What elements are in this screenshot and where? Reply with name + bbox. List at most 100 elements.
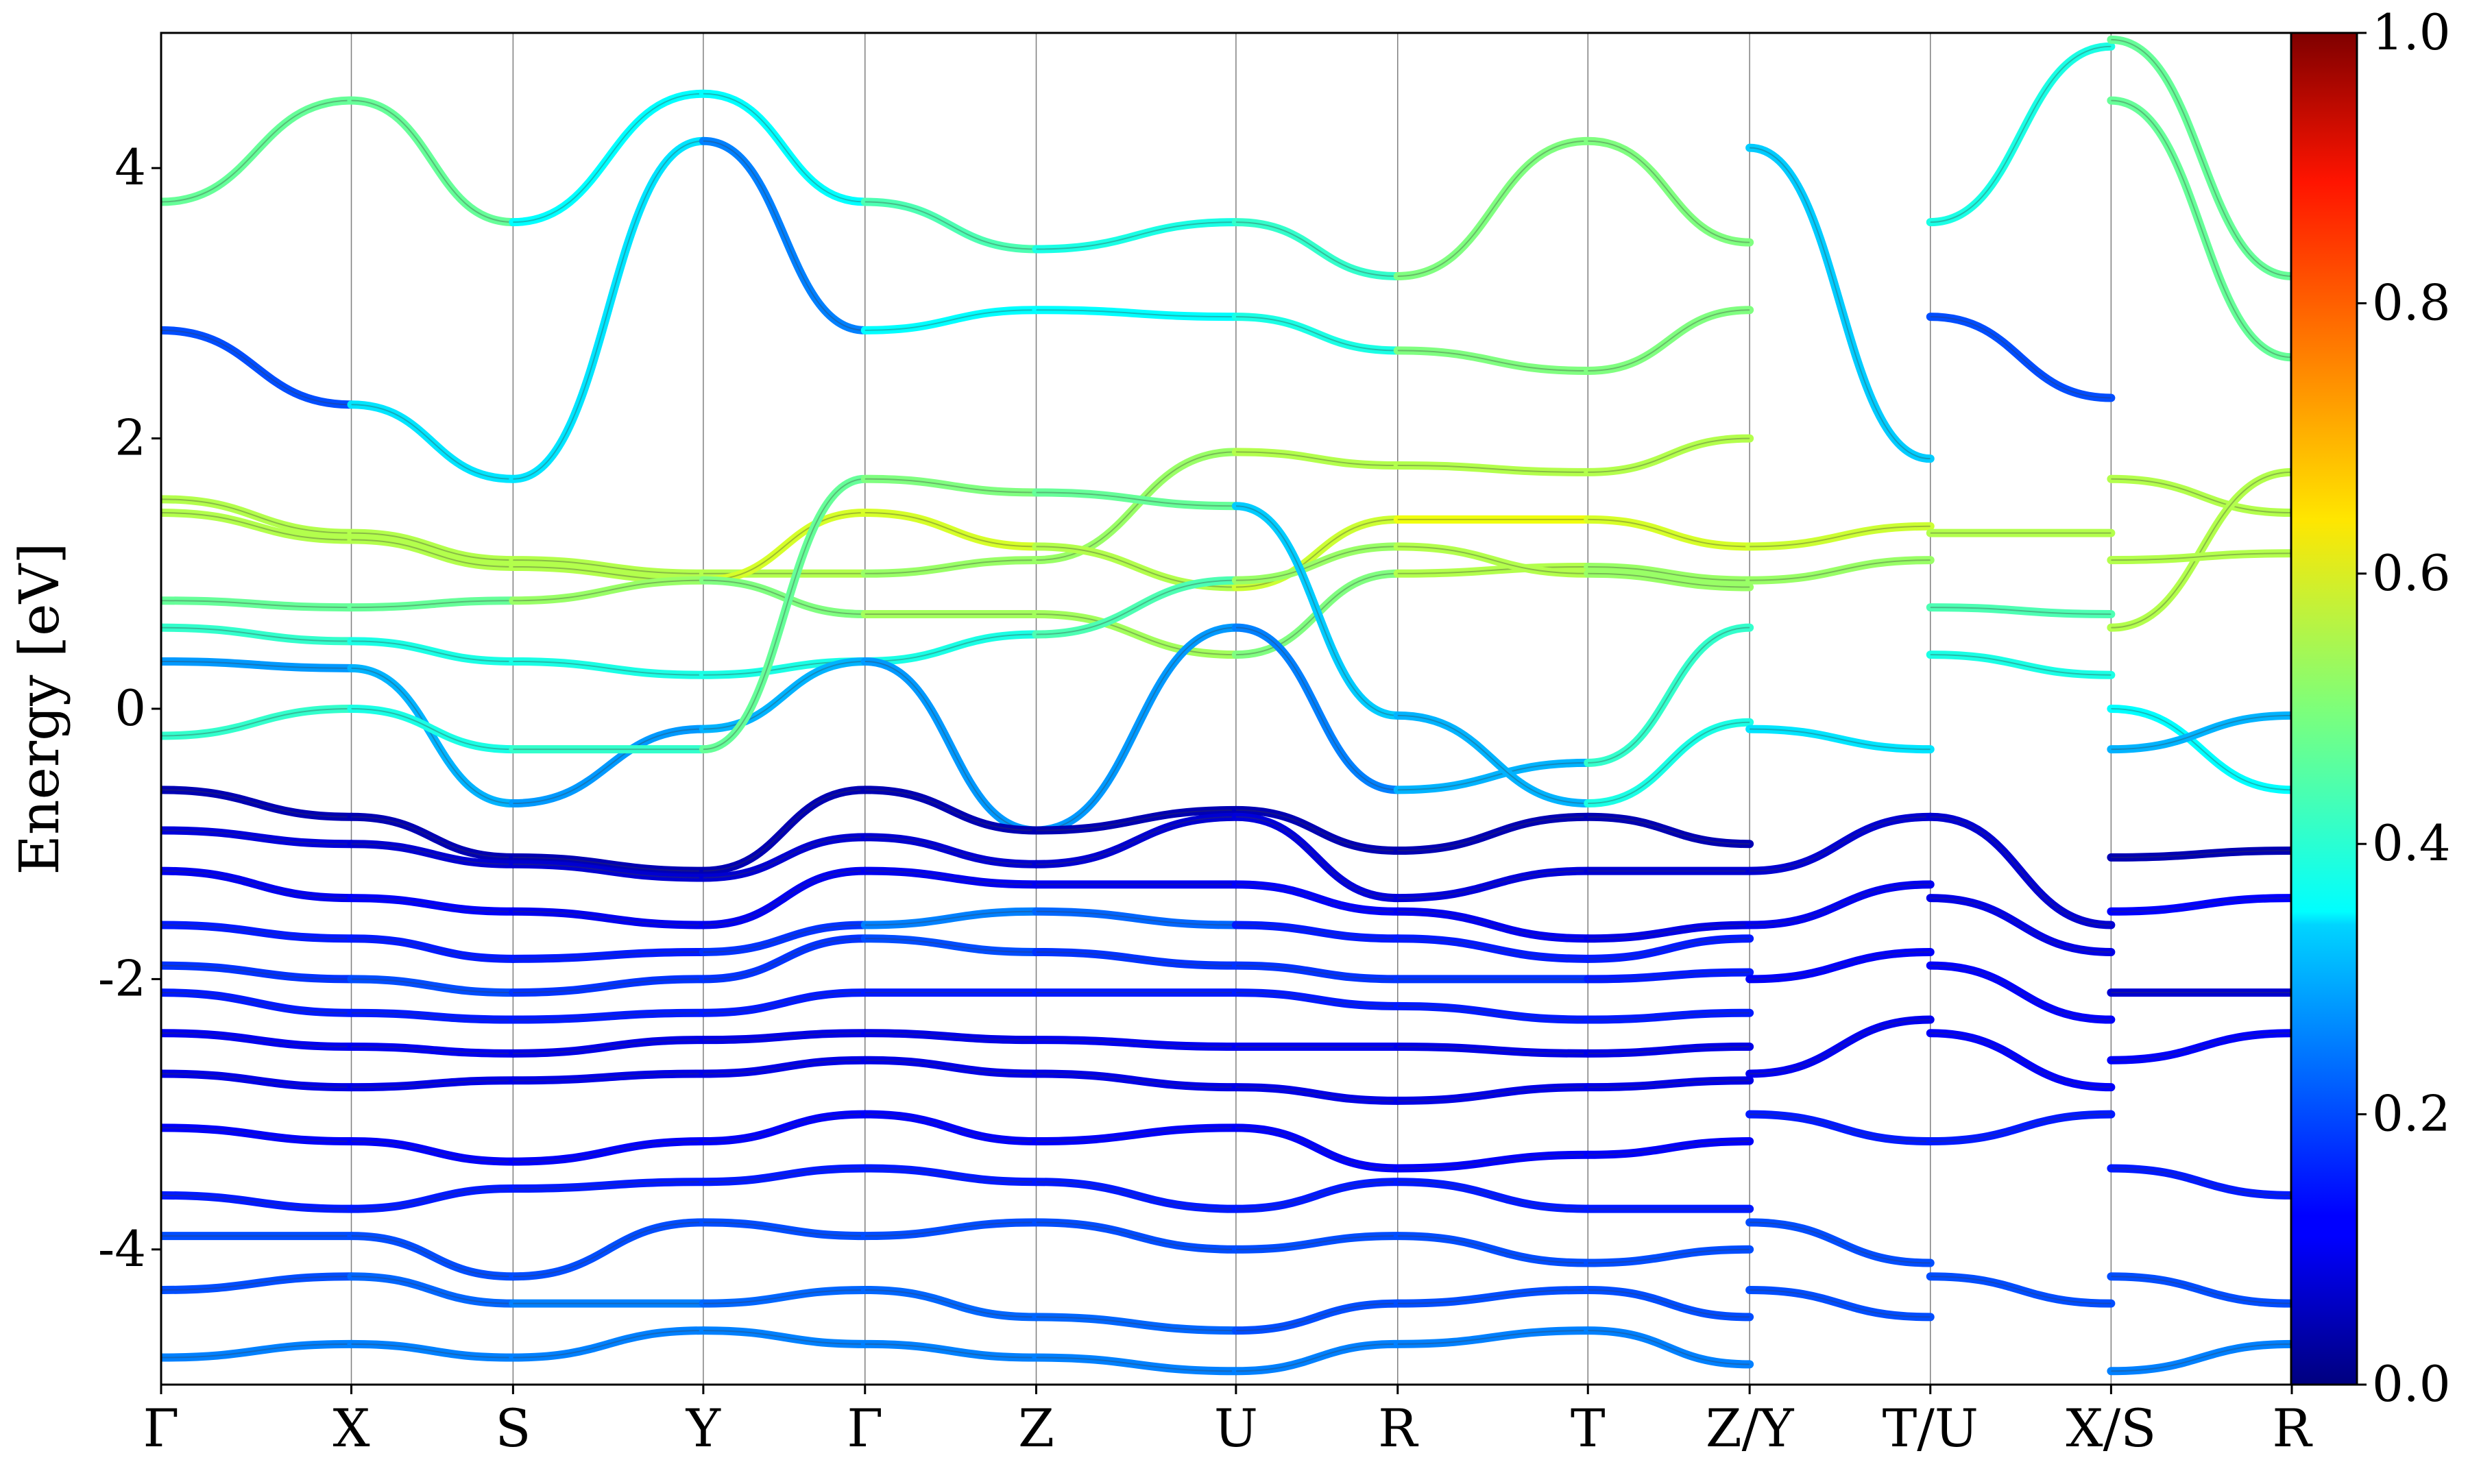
band-segment [2107,847,2292,862]
band-segment-outline [2111,850,2292,858]
band-36 [1926,650,2116,679]
band-segment [161,495,356,537]
band-segment-outline [864,201,1037,250]
band-4 [161,623,1754,835]
band-segment-outline [2111,478,2292,514]
band-segment [1926,313,2116,402]
band-segment [699,1164,869,1187]
k-point-label: U [1214,1398,1258,1459]
band-segment-outline [513,1039,703,1054]
band-segment [347,1137,518,1166]
band-segment-outline [1588,1046,1750,1054]
band-segment-outline [1930,607,2112,615]
band-segment [1745,812,1935,875]
band-54 [2107,1164,2292,1200]
band-segment [1584,306,1754,375]
band-segment [1032,1036,1240,1051]
band-segment-outline [161,964,352,980]
band-segment [1032,1123,1240,1146]
band-segment-outline [513,93,703,223]
band-segment-outline [864,512,1037,548]
band-segment-outline [1750,1289,1931,1318]
band-segment [1393,1001,1593,1024]
band-segment-outline [864,870,1037,886]
band-segment [1745,1110,1935,1146]
k-point-label: T [1571,1398,1606,1459]
band-segment [161,705,356,740]
band-segment [2107,96,2292,362]
colorbar: 0.0 0.2 0.4 0.6 0.8 1.0 [2290,3,2451,1413]
band-segment [1032,306,1240,321]
y-tick-label: -2 [98,949,146,1007]
band-segment-outline [703,870,865,926]
colorbar-tick-label: 0.4 [2372,814,2451,872]
band-segment-outline [1397,1086,1588,1102]
band-segment [509,657,707,679]
band-segment [347,975,518,997]
band-segment [347,528,518,565]
band-segment [1926,603,2116,618]
band-24 [1745,725,1935,754]
k-point-label: Γ [847,1398,883,1459]
band-segment [860,1110,1041,1146]
k-point-label: R [2272,1398,2313,1459]
band-segment [161,1191,356,1213]
band-segment [347,934,518,963]
band-segment [509,576,707,605]
band-segment-outline [703,924,865,953]
band-segment [1032,1069,1240,1092]
band-segment-outline [1750,816,1931,872]
band-segment-outline [864,1167,1037,1183]
band-segment [161,96,356,206]
band-segment-outline [351,897,513,912]
band-segment-outline [161,992,352,1014]
band-segment-outline [1235,627,1398,791]
band-segment [161,988,356,1017]
band-segment [699,1110,869,1146]
band-segment-outline [1930,816,2112,926]
band-segment [1231,812,1402,903]
band-segment [1584,1326,1754,1369]
band-segment-outline [864,836,1037,865]
band-segment-outline [1930,1276,2112,1304]
band-segment-outline [1588,572,1750,588]
band-segment-outline [161,1194,352,1210]
band-segment [860,474,1041,497]
band-segment [347,637,518,666]
band-segment-outline [703,1032,865,1041]
band-15 [161,1164,1754,1213]
band-segment-outline [703,1167,865,1183]
y-axis-ticks: -4 -2 0 2 4 [98,138,161,1278]
band-segment-outline [1235,1086,1398,1102]
band-41 [1926,1110,2116,1146]
band-38 [1926,894,2116,956]
band-segment [1393,1043,1593,1058]
band-segment-outline [1235,505,1398,716]
band-6 [161,786,1754,875]
band-segment [1032,448,1240,565]
band-0 [161,434,1754,578]
band-segment-outline [351,938,513,960]
band-segment-outline [1750,884,1931,926]
band-segment-outline [1036,1181,1236,1210]
band-segment-outline [703,836,865,879]
band-segment-outline [864,633,1037,662]
band-segment [1745,880,1935,929]
band-segment-outline [513,856,703,872]
band-segment [1584,1076,1754,1092]
band-segment [1926,961,2116,1024]
band-segment-outline [1588,971,1750,980]
colorbar-tick-label: 0.6 [2372,544,2451,602]
band-segment-outline [1036,491,1236,507]
colorbar-tick-label: 0.2 [2372,1085,2451,1143]
band-segment [1393,136,1593,280]
band-segment [161,961,356,984]
band-segment-outline [1930,964,2112,1021]
band-segment-outline [1235,546,1398,581]
band-segment [860,556,1041,578]
band-segment-outline [1930,45,2112,223]
band-segment [860,1164,1041,1187]
band-segment-outline [1397,816,1588,852]
band-segment-outline [1235,316,1398,352]
band-segment [1393,562,1593,578]
